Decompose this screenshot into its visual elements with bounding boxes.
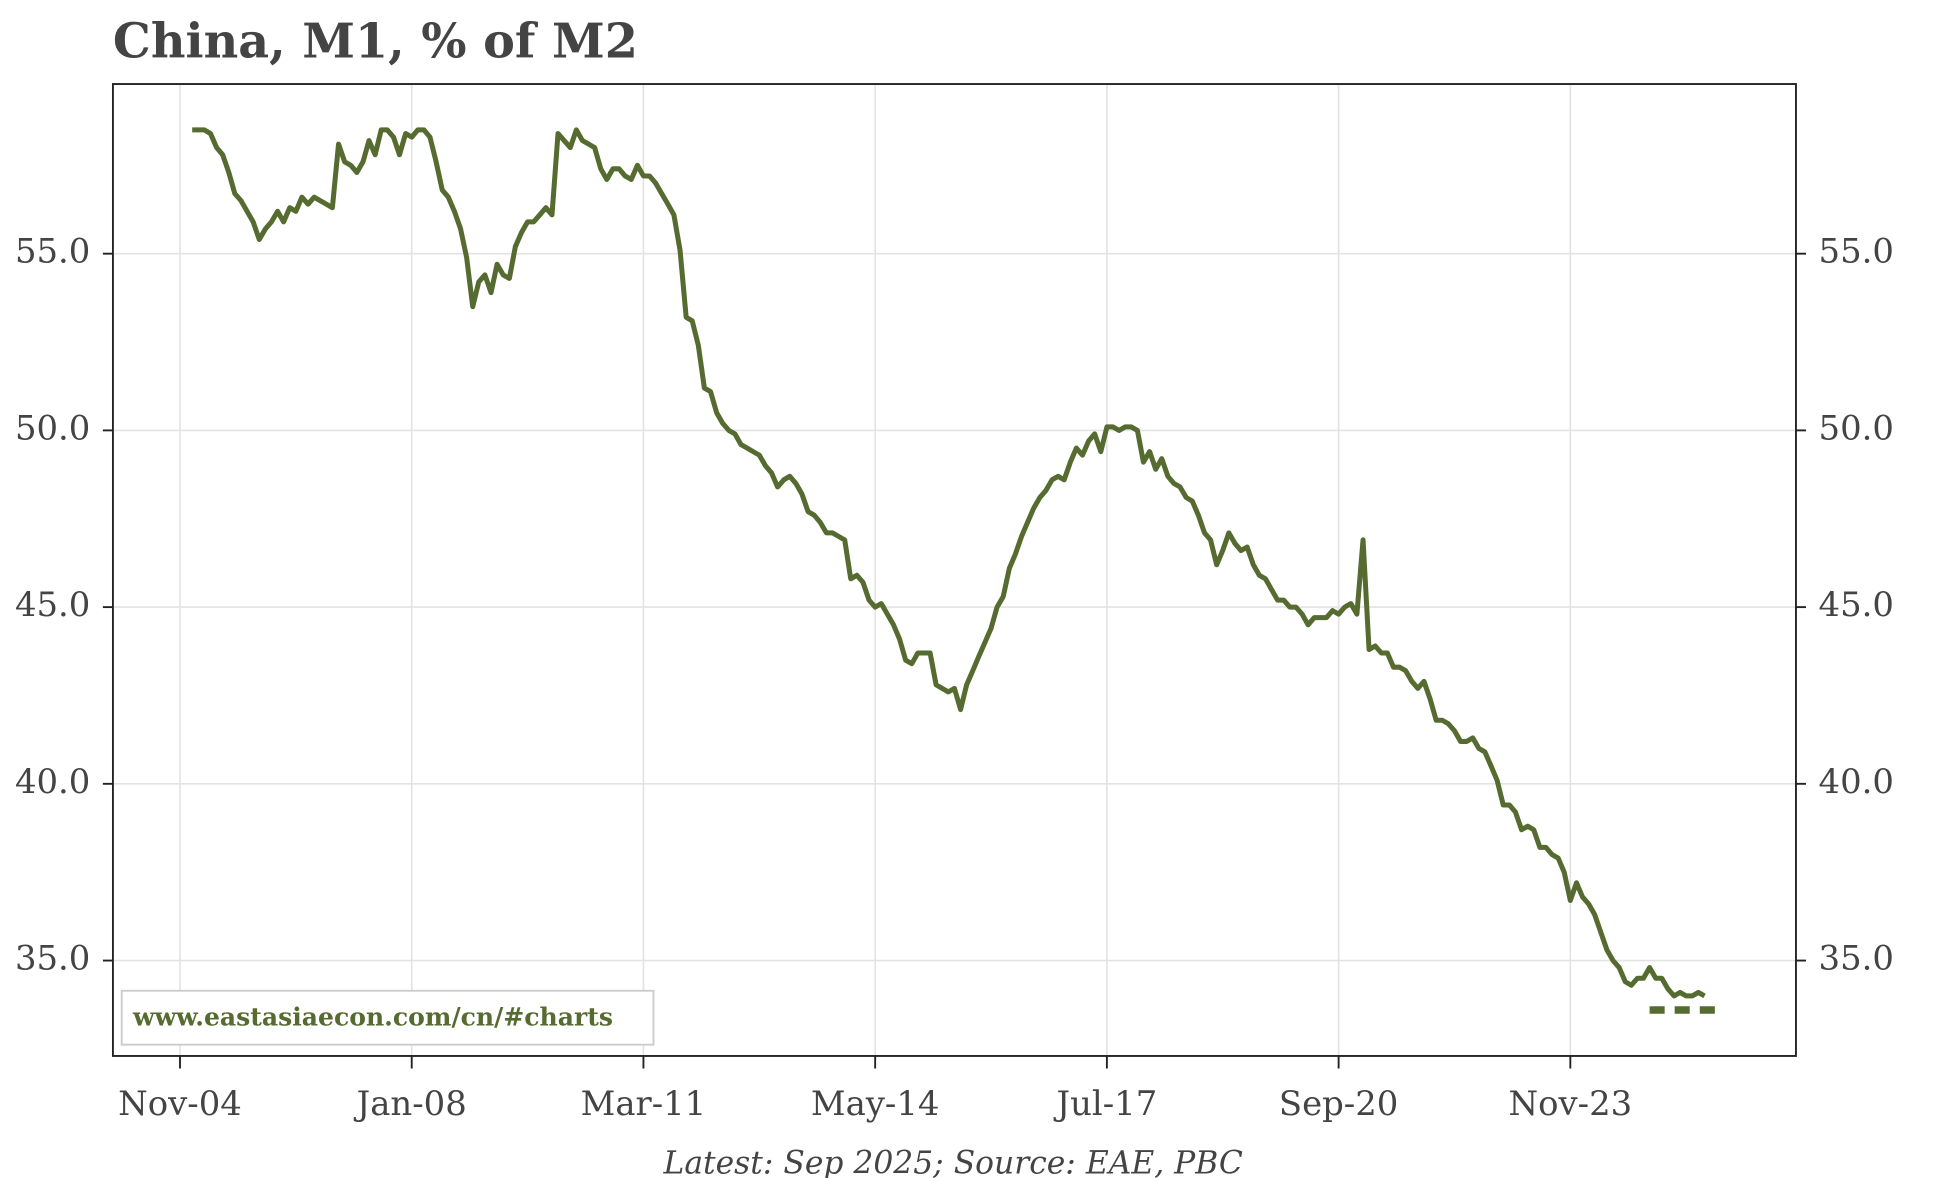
x-tick-label: Jan-08: [354, 1084, 467, 1123]
y2-tick-label: 50.0: [1819, 408, 1894, 447]
y2-tick-label: 40.0: [1819, 762, 1894, 801]
footer: Latest: Sep 2025; Source: EAE, PBC: [663, 1146, 1243, 1178]
y2-tick-label: 55.0: [1819, 232, 1894, 271]
plot-frame: [111, 83, 1797, 1057]
x-tick-label: Nov-04: [118, 1084, 242, 1123]
y-tick-label: 45.0: [15, 585, 90, 624]
chart-title: China, M1, % of M2: [113, 14, 638, 70]
y-tick-label: 50.0: [15, 408, 90, 447]
watermark-box: [120, 989, 655, 1046]
y2-tick-label: 35.0: [1819, 939, 1894, 978]
x-tick-label: Nov-23: [1509, 1084, 1633, 1123]
x-tick-label: Mar-11: [581, 1084, 707, 1123]
y-tick-label: 35.0: [15, 939, 90, 978]
x-tick-label: Jul-17: [1054, 1084, 1158, 1123]
line-series: [192, 127, 1706, 999]
y2-tick-label: 45.0: [1819, 585, 1894, 624]
watermark: www.eastasiaecon.com/cn/#charts: [132, 1001, 613, 1031]
x-tick-label: May-14: [811, 1084, 940, 1123]
x-tick-label: Sep-20: [1279, 1084, 1398, 1123]
y-tick-label: 40.0: [15, 762, 90, 801]
y-tick-label: 55.0: [15, 232, 90, 271]
